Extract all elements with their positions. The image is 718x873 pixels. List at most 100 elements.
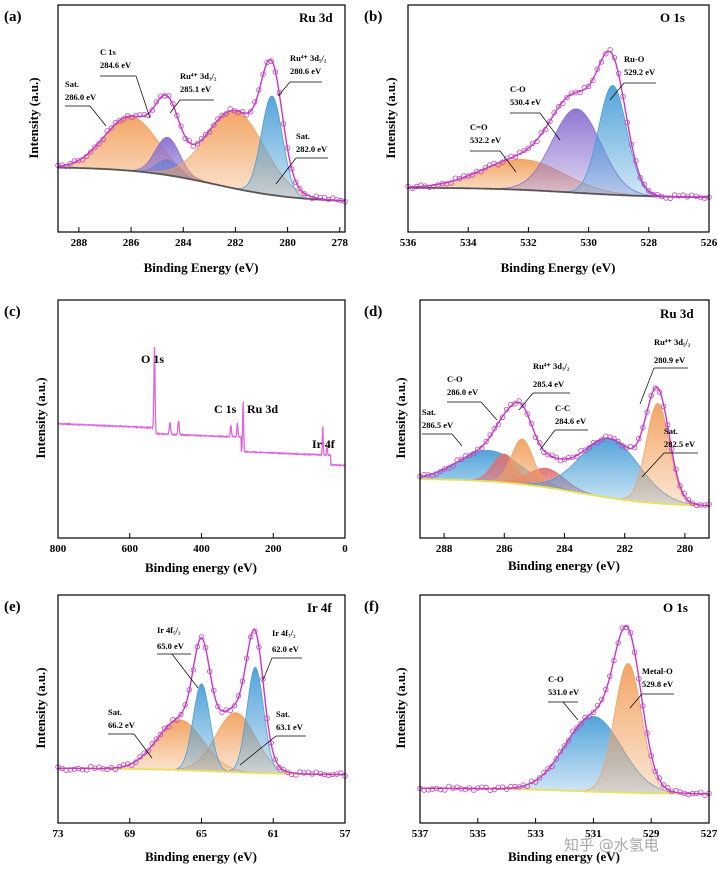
- ann-d-sat1: Sat. 286.5 eV: [422, 407, 454, 430]
- data-point-d: [644, 409, 650, 415]
- xtick-label-b: 526: [701, 237, 718, 249]
- data-point-e: [272, 756, 278, 763]
- data-point-f: [660, 782, 667, 788]
- data-point-f: [603, 686, 609, 693]
- data-point-b: [478, 168, 484, 175]
- data-point-f: [429, 786, 436, 792]
- panel-a-annotations: C 1s 284.6 eV Ru⁴⁺ 3d₃/₂ 285.1 eV Ru⁴⁺ 3d₅…: [65, 47, 328, 185]
- data-point-e: [268, 740, 274, 746]
- data-point-f: [483, 784, 489, 791]
- panel-f-label: (f): [364, 599, 379, 615]
- data-point-a: [252, 99, 258, 105]
- panel-f-xlabel: Binding energy (eV): [508, 849, 620, 864]
- data-point-e: [276, 764, 283, 771]
- data-point-d: [545, 452, 551, 458]
- ann-d-co: C-O 286.0 eV: [447, 374, 479, 397]
- data-point-f: [665, 784, 671, 791]
- data-point-f: [442, 787, 448, 793]
- xtick-label-c: 800: [50, 543, 67, 555]
- data-point-f: [590, 709, 597, 715]
- data-point-e: [165, 724, 172, 730]
- ann-d-cc: C-C 284.6 eV: [555, 403, 587, 426]
- panel-c-ylabel: Intensity (a.u.): [33, 377, 48, 458]
- xtick-label-b: 532: [520, 237, 537, 249]
- leader-e-sat2: [239, 735, 277, 766]
- data-point-a: [141, 111, 147, 118]
- data-point-f: [636, 676, 642, 682]
- data-point-b: [525, 145, 532, 151]
- panel-d-title: Ru 3d: [660, 306, 694, 321]
- data-point-a: [149, 107, 155, 113]
- data-point-a: [108, 125, 114, 131]
- data-point-f: [545, 766, 551, 772]
- data-point-d: [685, 497, 692, 503]
- data-point-d: [454, 457, 460, 463]
- data-point-a: [293, 179, 299, 185]
- data-point-a: [161, 93, 168, 99]
- data-point-f: [532, 779, 539, 785]
- data-point-b: [538, 129, 544, 136]
- leader-d-sat2: [641, 452, 665, 478]
- data-point-d: [425, 472, 431, 478]
- data-point-b: [633, 158, 639, 164]
- data-point-d: [693, 502, 700, 509]
- panel-b: 536 534 532 530 528 526 (b) O 1s Binding Ener…: [364, 4, 718, 275]
- data-point-e: [194, 644, 201, 650]
- data-point-a: [194, 140, 201, 147]
- data-point-e: [186, 687, 192, 693]
- data-point-d: [516, 398, 522, 404]
- panel-d-label: (d): [364, 304, 382, 320]
- xtick-label-e: 57: [340, 828, 352, 840]
- xtick-label-e: 61: [268, 828, 279, 840]
- data-point-a: [75, 157, 82, 164]
- data-point-a: [317, 194, 324, 201]
- data-point-d: [537, 440, 543, 446]
- xtick-label-d: 280: [677, 543, 694, 555]
- data-point-b: [564, 94, 570, 101]
- data-point-f: [586, 714, 592, 720]
- data-point-d: [458, 456, 464, 463]
- data-point-a: [239, 108, 246, 115]
- xtick-label-d: 284: [556, 543, 573, 555]
- panel-c-curves: [57, 346, 346, 467]
- data-point-a: [133, 112, 139, 119]
- data-point-a: [309, 195, 315, 202]
- data-point-f: [541, 769, 547, 776]
- panel-a-frame: [57, 4, 346, 233]
- data-point-f: [607, 673, 613, 679]
- data-point-d: [656, 389, 663, 395]
- xtick-label-f: 529: [643, 828, 660, 840]
- data-point-e: [301, 770, 307, 776]
- data-point-d: [673, 466, 679, 472]
- data-point-e: [157, 731, 164, 738]
- data-point-d: [660, 403, 667, 409]
- panel-e-annotations: Ir 4f₅/₂ 65.0 eV Ir 4f₇/₂ 62.0 eV Sat. 66.2…: [108, 625, 306, 766]
- panel-b-frame: [407, 4, 710, 233]
- data-point-b: [495, 161, 501, 168]
- data-point-e: [293, 772, 299, 778]
- data-point-f: [471, 787, 477, 793]
- survey-spectrum: [57, 346, 346, 467]
- data-point-b: [603, 51, 609, 57]
- panel-b-annotations: Ru-O 529.2 eV C-O 530.4 eV C=O 532.2 eV: [470, 54, 656, 173]
- data-point-f: [594, 702, 601, 709]
- xtick-label-a: 284: [175, 237, 192, 249]
- data-point-e: [149, 740, 155, 747]
- data-point-d: [578, 448, 584, 454]
- ann-f-co: C-O 531.0 eV: [548, 674, 580, 697]
- data-point-b: [530, 140, 536, 147]
- panel-f-frame: [419, 594, 710, 824]
- data-point-f: [632, 649, 638, 655]
- panel-a-title: Ru 3d: [299, 10, 333, 25]
- data-point-f: [689, 790, 696, 797]
- xtick-label-f: 537: [412, 828, 429, 840]
- data-point-a: [289, 166, 295, 172]
- data-point-e: [182, 702, 188, 708]
- data-point-a: [88, 149, 94, 155]
- panel-c-xlabel: Binding energy (eV): [145, 560, 257, 575]
- panel-e-title: Ir 4f: [307, 600, 332, 615]
- xtick-label-c: 400: [193, 543, 210, 555]
- data-point-f: [557, 748, 564, 755]
- leader-a-ru32: [169, 99, 181, 114]
- xtick-label-e: 73: [53, 828, 65, 840]
